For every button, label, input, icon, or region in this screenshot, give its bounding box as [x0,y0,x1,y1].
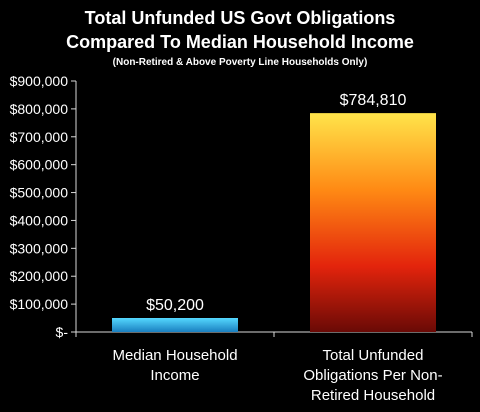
y-tick-label: $600,000 [10,157,69,173]
chart-subtitle: (Non-Retired & Above Poverty Line Househ… [112,57,368,68]
chart-title-line-2: Compared To Median Household Income [66,32,414,52]
y-tick-label: $800,000 [10,101,69,117]
x-category-label: Income [150,367,199,384]
y-tick-label: $900,000 [10,73,69,89]
data-label: $50,200 [146,297,204,314]
y-tick-label: $- [56,324,69,340]
y-tick-label: $700,000 [10,129,69,145]
label-layer: $50,200 Median Household Income $784,810 Tot… [112,92,442,404]
y-tick-label: $100,000 [10,296,69,312]
axis-layer: $- $100,000 $200,000 $300,000 $400,000 $500,0… [10,73,473,340]
x-category-label: Retired Household [311,387,435,404]
x-category-label: Median Household [112,347,237,364]
chart-title-block: Total Unfunded US Govt Obligations Compa… [0,6,480,69]
bar-layer [112,113,436,332]
chart-title-line-1: Total Unfunded US Govt Obligations [84,8,396,28]
data-label: $784,810 [340,92,407,109]
x-category-label: Obligations Per Non- [303,367,442,384]
bar-median-household-income [112,317,238,332]
y-tick-label: $400,000 [10,212,69,228]
y-tick-label: $200,000 [10,268,69,284]
y-tick-label: $500,000 [10,185,69,201]
bar-total-unfunded-obligations [310,113,436,332]
y-tick-label: $300,000 [10,240,69,256]
x-category-label: Total Unfunded [323,347,424,364]
